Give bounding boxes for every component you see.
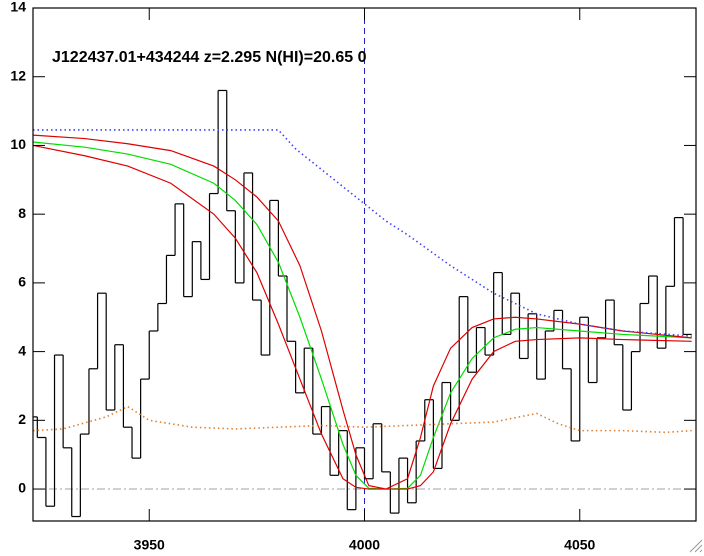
plot-area (33, 8, 696, 521)
x-tick-label: 3950 (134, 537, 165, 553)
x-tick-label: 4050 (564, 537, 595, 553)
y-tick-label: 4 (18, 342, 26, 358)
chart-title: J122437.01+434244 z=2.295 N(HI)=20.65 0 (52, 49, 367, 66)
y-tick-label: 12 (10, 67, 26, 83)
y-tick-label: 2 (18, 411, 26, 427)
x-tick-label: 4000 (349, 537, 380, 553)
resize-grip (689, 539, 703, 553)
y-tick-label: 14 (10, 0, 26, 15)
y-tick-label: 10 (10, 136, 26, 152)
y-tick-label: 0 (18, 480, 26, 496)
y-tick-label: 8 (18, 205, 26, 221)
y-tick-label: 6 (18, 274, 26, 290)
model-curve (33, 144, 692, 490)
model-curve (33, 141, 692, 490)
model-curve (33, 134, 692, 490)
step-riser (36, 90, 684, 517)
